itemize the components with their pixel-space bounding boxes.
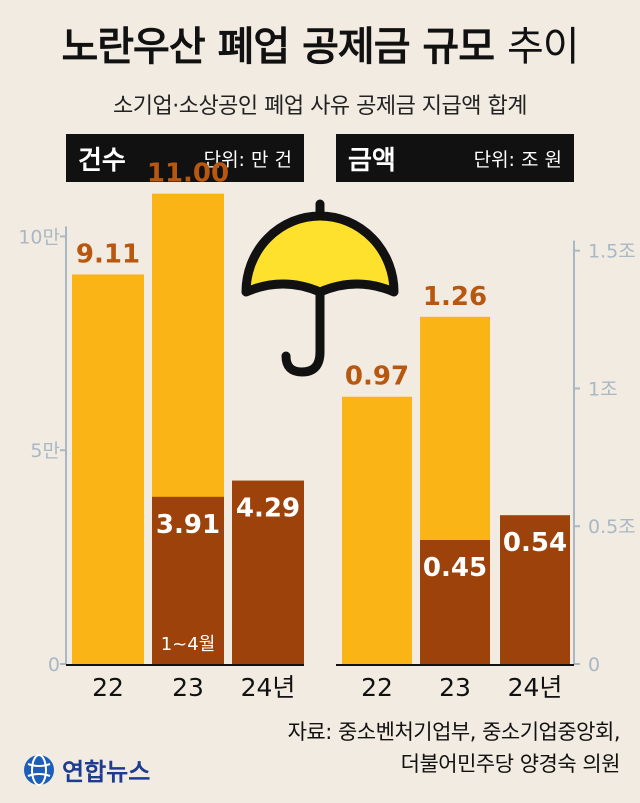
- right-label-total: 1.26: [423, 282, 487, 312]
- right-panel-header: 금액 단위: 조 원: [336, 134, 574, 182]
- title-suffix: 추이: [506, 24, 580, 70]
- source-line-1: 자료: 중소벤처기업부, 중소기업중앙회,: [287, 720, 621, 744]
- right-bar-total: [342, 396, 412, 664]
- left-y-tick-label: 0: [48, 654, 60, 676]
- left-panel-header: 건수 단위: 만 건: [66, 134, 304, 182]
- left-category-label: 22: [92, 673, 124, 702]
- left-label-partial: 4.29: [236, 494, 300, 524]
- yonhap-logo: 연합뉴스: [22, 752, 150, 787]
- left-bar-partial: [232, 480, 304, 664]
- right-category-label: 22: [361, 673, 393, 702]
- left-bar-total: [72, 274, 144, 664]
- logo-text: 연합뉴스: [62, 758, 151, 786]
- yonhap-globe-icon: [24, 753, 54, 786]
- right-label-partial: 0.45: [423, 553, 487, 583]
- left-category-label: 24년: [241, 673, 296, 702]
- right-label-total: 0.97: [345, 362, 409, 392]
- right-y-tick-label: 1.5조: [588, 241, 636, 263]
- source-note: 자료: 중소벤처기업부, 중소기업중앙회, 더불어민주당 양경숙 의원: [287, 716, 621, 780]
- right-y-tick-label: 1조: [588, 378, 618, 400]
- left-y-tick-label: 5만: [30, 440, 60, 462]
- left-annotation: 1~4월: [161, 634, 216, 655]
- left-category-label: 23: [172, 673, 204, 702]
- right-panel-title: 금액: [348, 145, 396, 176]
- right-bar-partial: [500, 515, 570, 664]
- right-bar-partial: [420, 540, 490, 664]
- title-main: 노란우산 폐업 공제금 규모: [61, 24, 495, 70]
- chart-subtitle: 소기업·소상공인 폐업 사유 공제금 지급액 합계: [112, 94, 528, 119]
- right-y-tick-label: 0: [588, 654, 600, 676]
- right-panel-unit: 단위: 조 원: [473, 148, 562, 171]
- left-panel-title: 건수: [78, 145, 126, 176]
- umbrella-icon: [241, 199, 399, 377]
- right-category-label: 23: [439, 673, 471, 702]
- right-label-partial: 0.54: [503, 528, 567, 558]
- left-label-total: 9.11: [76, 239, 140, 269]
- chart-title: 노란우산 폐업 공제금 규모 추이: [0, 14, 640, 72]
- left-panel-unit: 단위: 만 건: [203, 148, 292, 171]
- source-line-2: 더불어민주당 양경숙 의원: [400, 752, 621, 776]
- right-y-tick-label: 0.5조: [588, 516, 636, 538]
- left-y-tick-label: 10만: [18, 226, 60, 248]
- left-bar-partial: [152, 496, 224, 664]
- right-category-label: 24년: [508, 673, 563, 702]
- left-label-partial: 3.91: [156, 510, 220, 540]
- left-label-total: 11.00: [147, 159, 229, 189]
